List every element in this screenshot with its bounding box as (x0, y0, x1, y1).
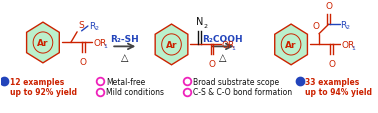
Text: O: O (325, 2, 332, 11)
Text: OR: OR (222, 41, 235, 49)
Text: 1: 1 (232, 45, 235, 50)
Text: O: O (209, 59, 215, 68)
Text: 2: 2 (346, 25, 350, 30)
Text: C-S & C-O bond formation: C-S & C-O bond formation (193, 88, 292, 97)
Text: Mild conditions: Mild conditions (106, 88, 164, 97)
Text: OR: OR (93, 39, 107, 48)
Text: 33 examples: 33 examples (305, 77, 360, 86)
Text: R: R (89, 21, 95, 30)
Text: Ar: Ar (166, 41, 177, 49)
Text: Metal-free: Metal-free (106, 77, 145, 86)
Text: R₂COOH: R₂COOH (203, 35, 243, 44)
Text: △: △ (219, 53, 226, 62)
Text: S: S (78, 21, 84, 30)
Text: OR: OR (341, 41, 355, 49)
Text: R: R (341, 20, 347, 29)
Text: Ar: Ar (37, 39, 49, 48)
Text: N: N (196, 17, 203, 27)
Text: 12 examples: 12 examples (10, 77, 64, 86)
Text: O: O (313, 22, 320, 31)
Text: Ar: Ar (285, 41, 297, 49)
Text: up to 92% yield: up to 92% yield (10, 88, 77, 97)
Text: up to 94% yield: up to 94% yield (305, 88, 372, 97)
Text: 2: 2 (204, 24, 208, 29)
Text: O: O (328, 59, 335, 68)
Text: R₂-SH: R₂-SH (110, 35, 139, 44)
Text: O: O (80, 58, 87, 66)
Text: Broad substrate scope: Broad substrate scope (193, 77, 279, 86)
Text: 2: 2 (94, 26, 98, 31)
Text: 1: 1 (103, 44, 107, 48)
Text: △: △ (121, 53, 129, 62)
Text: 1: 1 (351, 45, 355, 50)
